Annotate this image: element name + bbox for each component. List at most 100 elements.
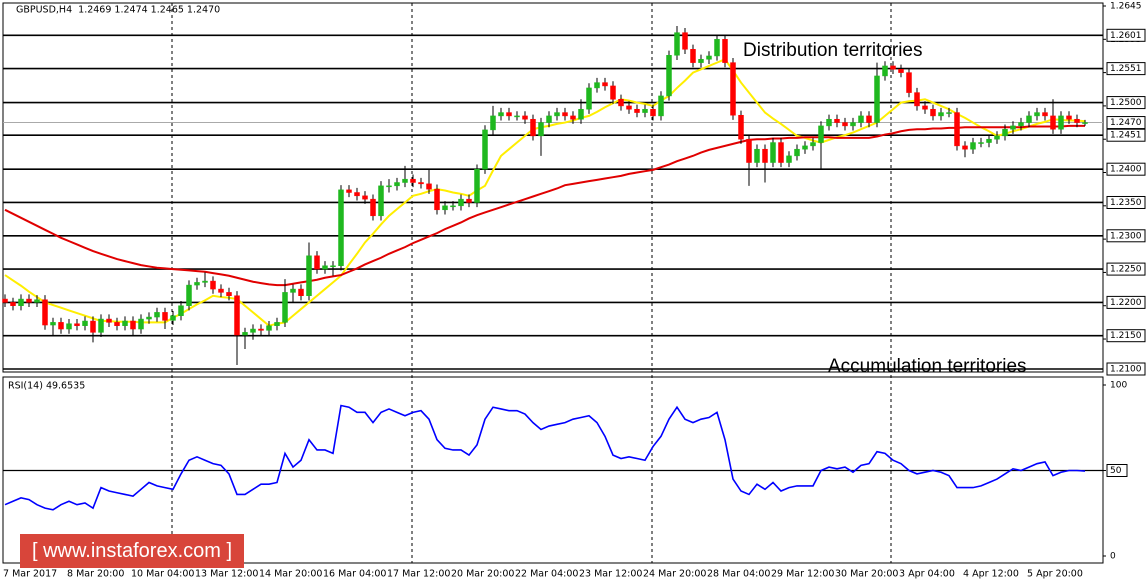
- level-label-box: [1106, 128, 1146, 142]
- candle-body: [618, 98, 624, 107]
- candle-body: [34, 299, 40, 303]
- candle-body: [994, 135, 1000, 140]
- candle-body: [306, 255, 312, 296]
- candle-body: [186, 284, 192, 306]
- candle-body: [810, 142, 816, 147]
- x-tick-label: 3 Apr 04:00: [899, 569, 955, 580]
- candle-body: [202, 280, 208, 283]
- candle-body: [90, 320, 96, 333]
- rsi-title: RSI(14) 49.6535: [8, 381, 85, 392]
- candle-body: [362, 195, 368, 200]
- candle-body: [890, 65, 896, 70]
- level-label-box: [1106, 262, 1146, 276]
- candle-body: [58, 322, 64, 330]
- candle-body: [234, 295, 240, 336]
- candle-body: [274, 322, 280, 326]
- candle-body: [314, 255, 320, 270]
- candle-body: [858, 115, 864, 123]
- candle-body: [210, 280, 216, 290]
- x-tick-label: 22 Mar 04:00: [515, 569, 578, 580]
- candle-body: [562, 112, 568, 117]
- candle-body: [666, 55, 672, 97]
- candle-body: [898, 69, 904, 73]
- candle-body: [850, 122, 856, 127]
- candle-body: [842, 122, 848, 127]
- candle-body: [450, 205, 456, 208]
- candle-body: [754, 148, 760, 163]
- x-tick-label: 7 Mar 2017: [3, 569, 57, 580]
- candle-body: [978, 142, 984, 144]
- level-label: 1.2601: [1110, 31, 1142, 41]
- candle-body: [914, 92, 920, 107]
- candle-body: [554, 112, 560, 117]
- candle-body: [434, 188, 440, 211]
- level-label: 1.2100: [1110, 365, 1142, 375]
- x-tick-label: 23 Mar 12:00: [579, 569, 642, 580]
- level-label: 1.2350: [1110, 198, 1142, 208]
- candle-body: [866, 115, 872, 123]
- candle-body: [250, 328, 256, 333]
- level-label-box: [1106, 62, 1146, 76]
- candle-body: [442, 205, 448, 211]
- candle-body: [1066, 115, 1072, 120]
- candle-body: [226, 292, 232, 296]
- level-label: 1.2400: [1110, 165, 1142, 175]
- x-tick-label: 16 Mar 04:00: [323, 569, 386, 580]
- annotation: Distribution territories: [743, 40, 923, 61]
- candle-body: [602, 82, 608, 87]
- candle-body: [786, 155, 792, 163]
- candle-body: [394, 182, 400, 187]
- candle-body: [10, 302, 16, 306]
- x-tick-label: 28 Mar 04:00: [707, 569, 770, 580]
- candle-body: [66, 323, 72, 330]
- rsi-line: [4, 404, 1086, 511]
- y-tick-label: 0: [1110, 552, 1116, 562]
- candle-body: [698, 59, 704, 63]
- y-tick-label: 100: [1110, 381, 1127, 391]
- candle-body: [498, 112, 504, 117]
- watermark: [ www.instaforex.com ]: [20, 534, 244, 568]
- candle-body: [746, 138, 752, 163]
- level-label-box: [1106, 229, 1146, 243]
- candle-body: [26, 298, 32, 303]
- candle-body: [378, 185, 384, 217]
- candle-body: [1074, 118, 1080, 123]
- candle-body: [418, 182, 424, 185]
- level-label: 1.2451: [1110, 131, 1142, 141]
- candle-body: [570, 115, 576, 120]
- candle-body: [290, 288, 296, 293]
- candle-body: [298, 288, 304, 296]
- last-price-box: [1106, 116, 1146, 130]
- candle-body: [1026, 115, 1032, 123]
- x-tick-label: 8 Mar 20:00: [67, 569, 124, 580]
- candle-body: [282, 292, 288, 323]
- candle-body: [1082, 122, 1088, 124]
- candle-body: [954, 112, 960, 147]
- candle-body: [522, 115, 528, 120]
- level-label-box: [1106, 28, 1146, 42]
- candle-body: [154, 312, 160, 318]
- candle-body: [634, 108, 640, 113]
- candle-body: [474, 168, 480, 203]
- level-label: 1.2150: [1110, 331, 1142, 341]
- candle-body: [138, 318, 144, 330]
- x-tick-label: 17 Mar 12:00: [387, 569, 450, 580]
- level-label: 1.2300: [1110, 231, 1142, 241]
- candle-body: [930, 108, 936, 117]
- candle-body: [338, 189, 344, 267]
- candle-body: [722, 39, 728, 63]
- candle-body: [106, 318, 112, 323]
- candle-body: [770, 142, 776, 163]
- candle-body: [322, 265, 328, 270]
- chart-title: GBPUSD,H4 1.2469 1.2474 1.2465 1.2470: [16, 5, 220, 16]
- candle-body: [1010, 125, 1016, 130]
- candle-body: [410, 178, 416, 183]
- candle-body: [594, 82, 600, 89]
- candle-body: [426, 183, 432, 190]
- candle-body: [162, 312, 168, 321]
- candle-body: [242, 332, 248, 336]
- moving-average: [4, 58, 1086, 327]
- candle-body: [130, 320, 136, 330]
- x-tick-label: 24 Mar 20:00: [643, 569, 706, 580]
